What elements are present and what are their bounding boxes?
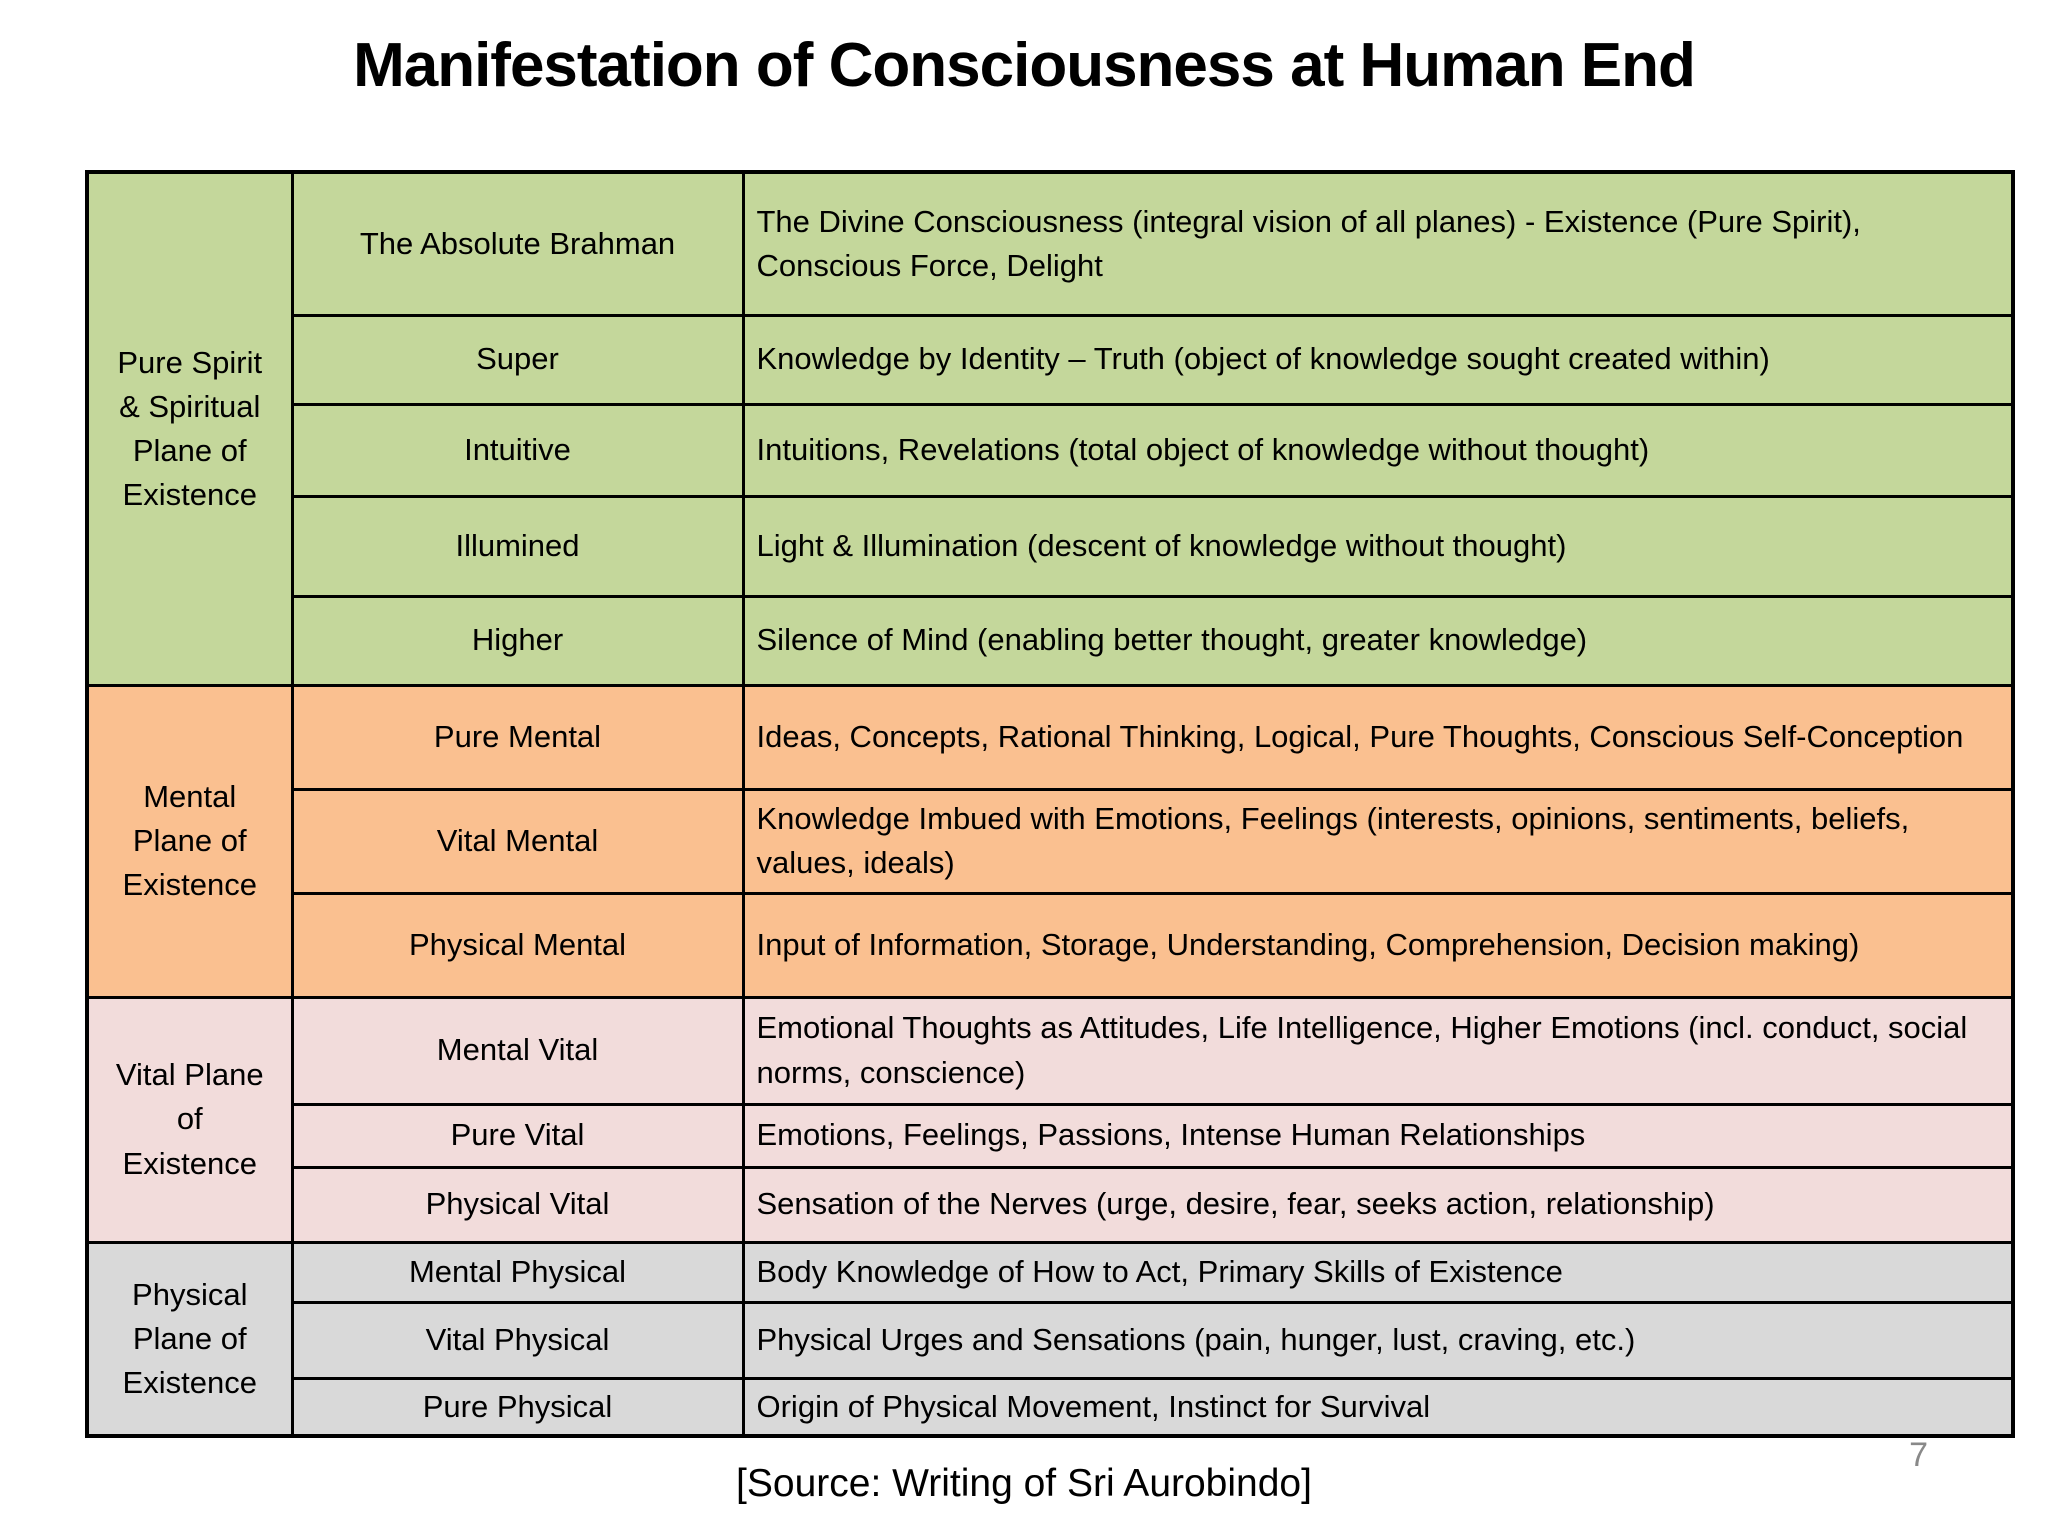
slide-title: Manifestation of Consciousness at Human … [353,31,1696,100]
table-row: Pure Spirit & Spiritual Plane of Existen… [85,170,2015,687]
table-row: Physical Plane of Existence Mental Physic… [85,1240,2015,1438]
level-cell: Vital Physical [290,1300,745,1380]
level-cell: Higher [290,594,745,687]
description-cell: Knowledge by Identity – Truth (object of… [741,313,2015,406]
source-caption: [Source: Writing of Sri Aurobindo] [736,1462,1312,1505]
table-row: Mental Plane of Existence Pure Mental Idea… [85,683,2015,999]
table-row: Higher Silence of Mind (enabling better t… [87,594,2015,687]
level-cell: The Absolute Brahman [290,170,745,317]
table-row: Pure Vital Emotions, Feelings, Passions, … [87,1102,2015,1169]
table-row: Intuitive Intuitions, Revelations (total … [87,402,2015,498]
description-cell: Ideas, Concepts, Rational Thinking, Logi… [741,683,2015,791]
plane-cell: Physical Plane of Existence [85,1240,294,1438]
level-cell: Mental Vital [290,995,745,1106]
level-cell: Pure Physical [290,1376,745,1438]
description-cell: Emotions, Feelings, Passions, Intense Hu… [741,1102,2015,1169]
table-row: Vital Plane of Existence Mental Vital Emot… [85,995,2015,1244]
level-cell: Pure Mental [290,683,745,791]
description-cell: Physical Urges and Sensations (pain, hun… [741,1300,2015,1380]
description-cell: Light & Illumination (descent of knowled… [741,494,2015,598]
table-row: Physical Mental Input of Information, Sto… [87,891,2015,999]
level-cell: Super [290,313,745,406]
plane-cell: Vital Plane of Existence [85,995,294,1244]
description-cell: Emotional Thoughts as Attitudes, Life In… [741,995,2015,1106]
table-row: Vital Physical Physical Urges and Sensati… [87,1300,2015,1380]
page-number: 7 [1909,1436,1928,1474]
plane-cell: Mental Plane of Existence [85,683,294,999]
consciousness-table: Pure Spirit & Spiritual Plane of Existen… [85,170,2015,1438]
level-cell: Physical Vital [290,1165,745,1244]
level-cell: Pure Vital [290,1102,745,1169]
description-cell: Origin of Physical Movement, Instinct fo… [741,1376,2015,1438]
level-cell: Intuitive [290,402,745,498]
description-cell: Input of Information, Storage, Understan… [741,891,2015,999]
table-row: Pure Physical Origin of Physical Movement… [87,1376,2015,1438]
description-cell: Sensation of the Nerves (urge, desire, f… [741,1165,2015,1244]
table-row: Physical Vital Sensation of the Nerves (u… [87,1165,2015,1244]
description-cell: Knowledge Imbued with Emotions, Feelings… [741,787,2015,895]
level-cell: Mental Physical [290,1240,745,1304]
table-row: Illumined Light & Illumination (descent o… [87,494,2015,598]
description-cell: Silence of Mind (enabling better thought… [741,594,2015,687]
table-row: Vital Mental Knowledge Imbued with Emotio… [87,787,2015,895]
description-cell: Body Knowledge of How to Act, Primary Sk… [741,1240,2015,1304]
table-row: Super Knowledge by Identity – Truth (obje… [87,313,2015,406]
description-cell: The Divine Consciousness (integral visio… [741,170,2015,317]
description-cell: Intuitions, Revelations (total object of… [741,402,2015,498]
level-cell: Vital Mental [290,787,745,895]
level-cell: Illumined [290,494,745,598]
level-cell: Physical Mental [290,891,745,999]
plane-cell: Pure Spirit & Spiritual Plane of Existen… [85,170,294,687]
